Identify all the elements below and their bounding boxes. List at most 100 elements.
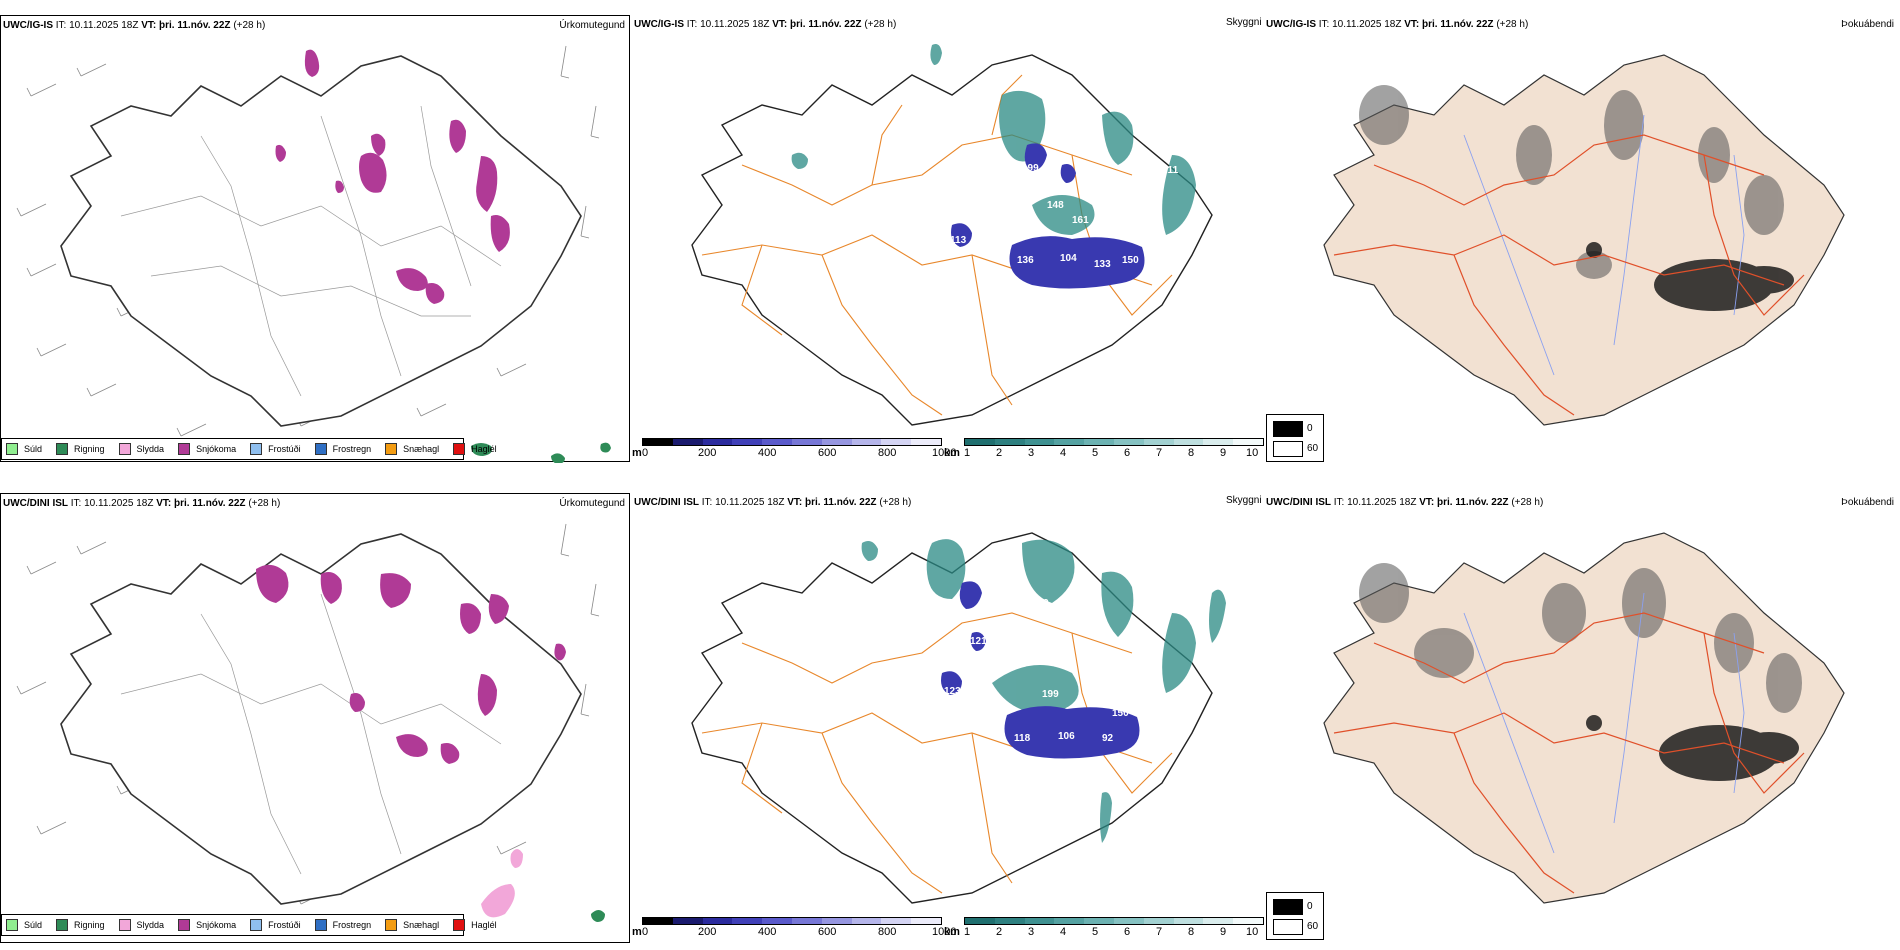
height-tick: 600 xyxy=(818,447,837,459)
height-tick: 800 xyxy=(878,447,897,459)
visibility-label: 177 xyxy=(1042,180,1059,191)
km-unit: km xyxy=(944,926,960,938)
roads xyxy=(1333,134,1805,416)
km-tick: 7 xyxy=(1156,447,1163,459)
visibility-teal xyxy=(861,539,1226,843)
roads xyxy=(1333,612,1805,894)
model-name: UWC/DINI ISL xyxy=(1266,497,1331,508)
height-tick: 600 xyxy=(818,926,837,938)
km-tick: 7 xyxy=(1156,926,1163,938)
visibility-label: 123 xyxy=(944,686,961,697)
km-tick: 4 xyxy=(1060,926,1067,938)
legend-item: Slydda xyxy=(118,443,165,455)
legend-item: Snjókoma xyxy=(178,919,236,931)
legend-label: Slydda xyxy=(136,444,165,454)
fog-legend-light-swatch xyxy=(1273,919,1303,935)
legend-item: Snjókoma xyxy=(178,443,236,455)
legend-label: Frostregn xyxy=(332,444,372,454)
visibility-label: 136 xyxy=(1017,255,1034,266)
legend-swatch xyxy=(385,919,398,931)
precip-legend: Súld Rigning Slydda Snjókoma Frostúði Fr… xyxy=(1,438,497,460)
legend-item: Súld xyxy=(6,443,42,455)
legend-label: Slydda xyxy=(136,920,165,930)
km-tick: 6 xyxy=(1124,447,1131,459)
legend-swatch xyxy=(453,443,466,455)
height-tick: 0 xyxy=(642,926,649,938)
legend-swatch xyxy=(250,443,263,455)
it-value: 10.11.2025 18Z xyxy=(69,20,139,31)
lead-time: (+28 h) xyxy=(1496,19,1529,30)
visibility-label: 148 xyxy=(1047,200,1064,211)
legend-swatch xyxy=(385,443,398,455)
internal-lines xyxy=(120,105,502,397)
legend-swatch xyxy=(6,443,18,455)
km-tick: 8 xyxy=(1188,447,1195,459)
legend-label: Frostúði xyxy=(268,444,301,454)
vt-label: VT: xyxy=(1404,19,1420,30)
iceland-outline xyxy=(691,532,1213,904)
legend-label: Súld xyxy=(24,444,43,454)
it-label: IT: xyxy=(1333,497,1345,508)
panel-header: UWC/DINI ISL IT: 10.11.2025 18Z VT: þri.… xyxy=(1266,497,1543,508)
snow-areas xyxy=(256,564,566,764)
iceland-outline xyxy=(60,55,582,427)
lead-time: (+28 h) xyxy=(1511,497,1544,508)
vt-label: VT: xyxy=(141,20,157,31)
iceland-map xyxy=(691,44,1213,426)
visibility-label: 104 xyxy=(1060,253,1077,264)
fog-shading xyxy=(1359,85,1784,279)
legend-swatch xyxy=(178,443,191,455)
km-tick: 4 xyxy=(1060,447,1067,459)
km-tick: 5 xyxy=(1092,447,1099,459)
km-colorbar-bar xyxy=(964,917,1264,925)
lead-time: (+28 h) xyxy=(879,497,912,508)
panel-header: UWC/IG-IS IT: 10.11.2025 18Z VT: þri. 11… xyxy=(3,20,265,31)
km-colorbar: km 1 2 3 4 5 6 7 8 9 10 xyxy=(944,438,1264,460)
visibility-panel: UWC/DINI ISL IT: 10.11.2025 18Z VT: þri.… xyxy=(632,493,1264,943)
fog-legend-dark-swatch xyxy=(1273,421,1303,437)
sleet-areas xyxy=(481,849,523,918)
panel-header: UWC/IG-IS IT: 10.11.2025 18Z VT: þri. 11… xyxy=(1266,19,1528,30)
iceland-map xyxy=(16,45,611,463)
legend-swatch xyxy=(56,443,69,455)
legend-item: Frostregn xyxy=(314,443,372,455)
km-tick: 9 xyxy=(1220,447,1227,459)
fog-panel: UWC/DINI ISL IT: 10.11.2025 18Z VT: þri.… xyxy=(1264,493,1900,943)
km-colorbar: km 1 2 3 4 5 6 7 8 9 10 xyxy=(944,917,1264,939)
legend-swatch xyxy=(314,919,327,931)
visibility-label: 161 xyxy=(1072,215,1089,226)
legend-label: Snjókoma xyxy=(196,920,237,930)
visibility-label: 138 xyxy=(982,588,999,599)
visibility-title: Skyggni xyxy=(1226,495,1262,506)
legend-item: Snæhagl xyxy=(385,443,439,455)
internal-lines xyxy=(120,593,502,875)
fog-legend-dark-label: 0 xyxy=(1307,423,1313,434)
legend-swatch xyxy=(314,443,327,455)
height-tick: 400 xyxy=(758,447,777,459)
vt-label: VT: xyxy=(1419,497,1435,508)
fog-title: Þokuábendi xyxy=(1841,497,1894,508)
legend-item: Rigning xyxy=(56,919,105,931)
height-tick: 200 xyxy=(698,447,717,459)
km-colorbar-bar xyxy=(964,438,1264,446)
height-tick: 800 xyxy=(878,926,897,938)
km-tick: 5 xyxy=(1092,926,1099,938)
height-colorbar-bar xyxy=(642,917,942,925)
visibility-blue xyxy=(941,581,1140,759)
visibility-label: 199 xyxy=(1042,689,1059,700)
fog-legend: 0 60 xyxy=(1266,892,1324,940)
fog-dense xyxy=(1586,715,1799,781)
model-name: UWC/DINI ISL xyxy=(3,498,68,509)
it-value: 10.11.2025 18Z xyxy=(84,498,154,509)
visibility-label: 211 xyxy=(1162,165,1179,176)
fog-legend: 0 60 xyxy=(1266,414,1324,462)
legend-item: Haglél xyxy=(453,919,497,931)
precip-type-title: Úrkomutegund xyxy=(559,498,625,509)
legend-item: Frostúði xyxy=(250,443,301,455)
model-name: UWC/IG-IS xyxy=(634,19,684,30)
vt-value: þri. 11.nóv. 22Z xyxy=(1437,497,1509,508)
legend-item: Slydda xyxy=(118,919,165,931)
height-tick: 400 xyxy=(758,926,777,938)
it-label: IT: xyxy=(701,497,713,508)
legend-swatch xyxy=(453,919,466,931)
